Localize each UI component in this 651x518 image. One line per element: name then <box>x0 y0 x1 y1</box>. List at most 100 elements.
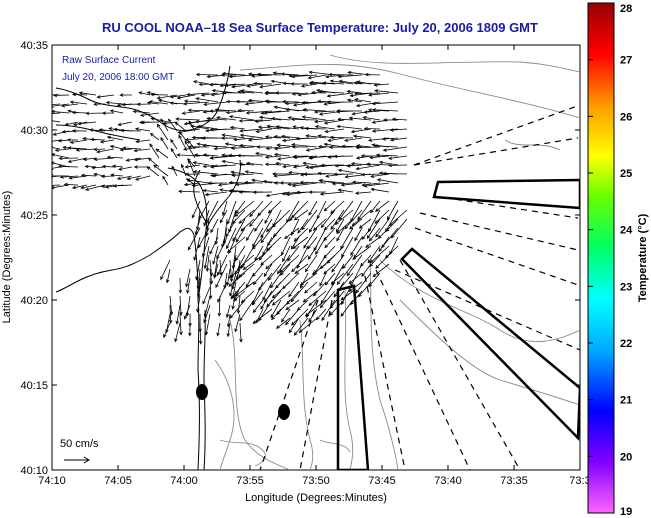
colorbar-tick-label: 27 <box>620 55 632 67</box>
current-arrow <box>217 295 222 317</box>
current-arrow <box>203 304 211 324</box>
current-arrow <box>352 134 372 139</box>
colorbar-tick-label: 20 <box>620 451 632 463</box>
current-arrow <box>167 118 178 132</box>
current-arrow <box>57 164 79 169</box>
current-arrow <box>346 89 363 94</box>
current-arrow <box>337 188 354 193</box>
current-arrow <box>71 110 88 115</box>
current-arrow <box>267 263 282 281</box>
current-arrow <box>192 80 210 85</box>
current-arrow <box>301 115 327 121</box>
current-arrow <box>373 83 390 87</box>
current-arrow <box>216 322 221 337</box>
buoy-marker <box>196 384 208 400</box>
current-arrow <box>254 119 273 124</box>
current-arrow <box>270 116 291 121</box>
current-arrow <box>196 124 219 130</box>
current-arrow <box>291 308 309 326</box>
current-arrow <box>354 191 372 195</box>
current-arrow <box>362 115 381 121</box>
current-arrow <box>323 200 336 212</box>
current-arrow <box>252 190 273 195</box>
current-arrow <box>61 103 79 108</box>
current-arrow <box>355 164 381 171</box>
current-arrow <box>307 74 327 80</box>
y-tick-label: 40:35 <box>20 40 48 52</box>
current-arrow <box>89 128 106 132</box>
current-arrow <box>206 116 228 121</box>
current-arrow <box>192 161 210 166</box>
current-arrow <box>327 137 345 143</box>
current-arrow <box>294 263 309 274</box>
current-arrow <box>257 125 282 130</box>
current-arrow <box>330 272 345 285</box>
current-arrow <box>216 254 228 277</box>
current-arrow <box>254 218 264 232</box>
current-arrow <box>106 135 124 141</box>
current-arrow <box>245 110 273 115</box>
current-arrow <box>213 146 237 151</box>
current-arrow <box>186 277 191 295</box>
current-arrow <box>369 245 390 264</box>
current-arrow <box>209 82 228 87</box>
current-arrow <box>371 128 399 133</box>
current-arrow <box>291 182 318 188</box>
current-arrow <box>195 72 219 77</box>
current-arrow <box>249 209 264 228</box>
current-arrow <box>270 299 282 319</box>
current-arrow <box>304 126 327 131</box>
current-arrow <box>308 190 327 194</box>
current-arrow <box>244 101 264 106</box>
current-arrow <box>292 164 309 169</box>
current-arrow <box>80 173 97 178</box>
current-arrow <box>226 227 237 250</box>
radar-lines <box>259 104 580 470</box>
current-arrow <box>203 101 228 106</box>
current-arrow <box>78 91 97 96</box>
current-arrow <box>382 146 408 152</box>
current-arrow <box>319 290 336 309</box>
current-arrow <box>251 178 273 184</box>
current-arrow <box>288 281 300 298</box>
current-arrow <box>244 180 264 185</box>
current-arrow <box>264 209 273 224</box>
current-arrow <box>148 100 169 105</box>
current-arrow <box>234 281 255 297</box>
current-arrow <box>229 259 234 283</box>
current-arrow <box>235 245 246 262</box>
current-arrow <box>205 254 210 272</box>
current-arrow <box>367 108 390 112</box>
current-arrow <box>122 146 142 150</box>
current-arrow <box>336 263 354 286</box>
current-arrow <box>225 218 237 238</box>
current-arrow <box>203 245 210 270</box>
current-arrow <box>331 254 345 273</box>
current-arrow <box>349 218 363 230</box>
current-arrow <box>203 209 210 227</box>
current-arrow <box>153 164 169 177</box>
current-arrow <box>256 72 282 77</box>
current-arrow <box>52 174 70 178</box>
current-arrow <box>259 83 282 89</box>
current-arrow <box>282 245 291 263</box>
current-arrow <box>305 146 327 152</box>
current-arrow <box>277 254 291 275</box>
current-arrow <box>69 100 88 105</box>
current-arrow <box>234 313 241 333</box>
x-tick-label: 73:55 <box>236 475 264 487</box>
current-arrow <box>366 218 381 240</box>
current-arrow <box>193 236 201 261</box>
current-arrow <box>160 259 171 281</box>
current-arrow <box>302 161 318 166</box>
current-arrow <box>233 137 255 142</box>
current-arrow <box>117 121 133 127</box>
current-arrow <box>318 179 345 184</box>
current-arrow <box>246 227 255 242</box>
x-tick-label: 73:3 <box>569 475 590 487</box>
current-arrow <box>231 268 241 291</box>
current-arrow <box>195 97 219 103</box>
current-arrow <box>365 236 381 248</box>
current-arrow <box>299 180 327 185</box>
current-arrow <box>355 145 381 150</box>
